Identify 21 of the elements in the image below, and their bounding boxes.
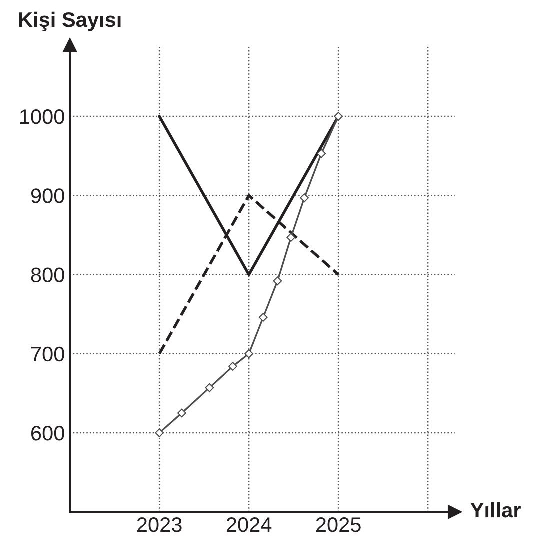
y-tick-label: 600 [32, 426, 64, 441]
point [334, 112, 344, 121]
x-axis-title: Yıllar [470, 502, 521, 518]
point [286, 233, 296, 242]
y-tick-label: 800 [31, 268, 64, 283]
point [228, 362, 238, 372]
point [300, 194, 310, 202]
y-tick-label: 1000 [20, 110, 64, 124]
point [317, 149, 326, 158]
point [244, 349, 254, 358]
y-axis-title: Kişi Sayısı [19, 12, 121, 32]
x-tick-label: 2024 [226, 518, 272, 532]
point [205, 383, 214, 392]
point [273, 276, 282, 286]
x-tick-label: 2025 [316, 518, 361, 532]
y-tick-label: 700 [32, 346, 64, 362]
x-tick-label: 2023 [137, 518, 182, 532]
y-tick-label: 900 [31, 188, 64, 204]
point [177, 408, 186, 418]
point [155, 428, 164, 438]
point [258, 313, 268, 322]
